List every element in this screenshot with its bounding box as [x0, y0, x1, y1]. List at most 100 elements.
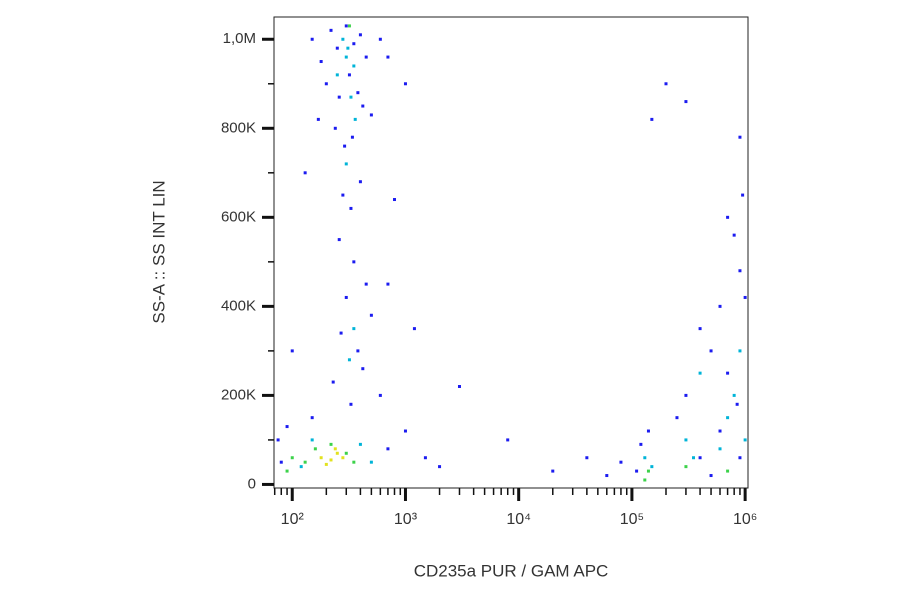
data-point [341, 37, 345, 41]
data-point [335, 46, 339, 50]
data-point [585, 456, 589, 460]
data-point [718, 429, 722, 433]
data-point [684, 465, 688, 469]
data-point [303, 171, 307, 175]
data-point [310, 438, 314, 442]
data-point [319, 60, 323, 64]
data-point [369, 460, 373, 464]
y-axis-label: SS-A :: SS INT LIN [149, 180, 168, 323]
data-point [285, 469, 289, 473]
data-point [329, 458, 333, 462]
data-point [738, 269, 742, 273]
data-point [343, 144, 347, 148]
data-point [726, 416, 730, 420]
data-point [738, 456, 742, 460]
data-point [735, 402, 739, 406]
data-point [303, 460, 307, 464]
y-tick-label: 1,0M [223, 30, 256, 47]
data-point [349, 95, 353, 99]
data-point [346, 46, 350, 50]
data-point [290, 349, 294, 353]
data-point [364, 55, 368, 59]
data-point [635, 469, 639, 473]
data-point [344, 295, 348, 299]
data-point [369, 113, 373, 117]
data-point [386, 282, 390, 286]
data-point [718, 447, 722, 451]
data-point [403, 82, 407, 86]
y-tick-label: 400K [221, 297, 256, 314]
data-point [356, 91, 360, 95]
data-point [698, 371, 702, 375]
data-point [352, 260, 356, 264]
data-point [457, 384, 461, 388]
data-point [285, 425, 289, 429]
data-point [664, 82, 668, 86]
data-point [646, 469, 650, 473]
data-point [378, 37, 382, 41]
data-point [692, 456, 696, 460]
data-point [316, 117, 320, 121]
data-point [347, 358, 351, 362]
data-point [310, 416, 314, 420]
data-point [643, 456, 647, 460]
data-point [650, 117, 654, 121]
data-point [358, 442, 362, 446]
data-point [698, 456, 702, 460]
x-tick-label: 10² [281, 511, 305, 528]
data-point [352, 42, 356, 46]
data-point [290, 456, 294, 460]
data-point [684, 100, 688, 104]
data-point [643, 478, 647, 482]
data-point [378, 393, 382, 397]
data-point [279, 460, 283, 464]
data-point [684, 438, 688, 442]
data-point [732, 393, 736, 397]
data-point [551, 469, 555, 473]
data-point [423, 456, 427, 460]
data-point [339, 331, 343, 335]
data-point [349, 402, 353, 406]
plot-frame [273, 16, 749, 489]
x-tick-label: 10⁵ [620, 511, 644, 528]
data-point [646, 429, 650, 433]
data-point [743, 295, 747, 299]
data-point [709, 349, 713, 353]
data-point [341, 193, 345, 197]
data-point [698, 327, 702, 331]
data-point [333, 126, 337, 130]
data-point [639, 442, 643, 446]
x-tick-label: 10⁶ [733, 511, 757, 528]
data-point [438, 465, 442, 469]
data-point [358, 33, 362, 37]
data-point [741, 193, 745, 197]
data-point [726, 371, 730, 375]
data-point [352, 460, 356, 464]
data-point [335, 73, 339, 77]
data-point [350, 135, 354, 139]
data-point [738, 349, 742, 353]
data-point [337, 95, 341, 99]
data-point [403, 429, 407, 433]
y-tick-label: 800K [221, 119, 256, 136]
data-point [361, 104, 365, 108]
data-point [386, 447, 390, 451]
data-point [392, 198, 396, 202]
data-point [650, 465, 654, 469]
data-point [333, 447, 337, 451]
data-point [726, 215, 730, 219]
data-point [732, 233, 736, 237]
data-point [329, 28, 333, 32]
data-point [356, 349, 360, 353]
data-point [506, 438, 510, 442]
data-point [709, 474, 713, 478]
y-tick-label: 600K [221, 208, 256, 225]
data-point [352, 64, 356, 68]
data-point [324, 462, 328, 466]
data-point [675, 416, 679, 420]
data-point [369, 313, 373, 317]
data-point [364, 282, 368, 286]
data-point [358, 180, 362, 184]
data-point [353, 117, 357, 121]
